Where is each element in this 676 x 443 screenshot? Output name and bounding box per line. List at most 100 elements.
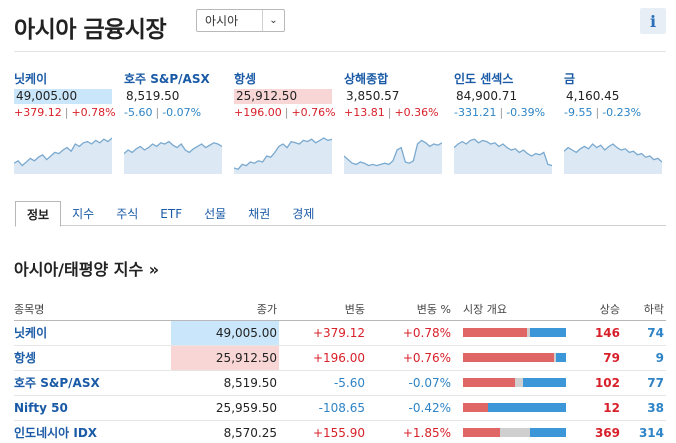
index-name-link[interactable]: 닛케이 <box>14 320 171 346</box>
ticker-card[interactable]: 닛케이 49,005.00 +379.12 | +0.78% <box>14 70 116 180</box>
tab-4[interactable]: 선물 <box>204 207 227 221</box>
ticker-sparkline <box>124 140 222 174</box>
ticker-change-separator: | <box>499 106 504 119</box>
ticker-sparkline <box>234 137 332 174</box>
index-name-link[interactable]: 인도네시아 IDX <box>14 420 171 443</box>
declines-count: 77 <box>622 370 666 396</box>
table-row[interactable]: 호주 S&P/ASX 8,519.50 -5.60 -0.07% 102 77 <box>14 370 666 396</box>
advances-segment <box>463 353 554 362</box>
sparkline-area <box>564 144 662 174</box>
close-value: 8,570.25 <box>171 420 279 443</box>
tab-6[interactable]: 경제 <box>292 207 315 221</box>
col-header-change-pct: 변동 % <box>367 298 453 321</box>
page-header: 아시아 금융시장 아시아 ⌄ i <box>14 8 666 52</box>
ticker-change-pct: -0.39% <box>506 106 546 119</box>
index-name-link[interactable]: 호주 S&P/ASX <box>14 370 171 396</box>
ticker-name[interactable]: 금 <box>564 72 576 86</box>
market-breadth-bar <box>463 353 566 362</box>
ticker-card[interactable]: 항셍 25,912.50 +196.00 | +0.76% <box>234 70 336 180</box>
market-overview-cell <box>453 370 568 396</box>
market-overview-cell <box>453 345 568 371</box>
col-header-market-overview: 시장 개요 <box>453 298 568 321</box>
ticker-price: 4,160.45 <box>566 89 620 103</box>
ticker-card[interactable]: 호주 S&P/ASX 8,519.50 -5.60 | -0.07% <box>124 70 222 180</box>
market-breadth-bar <box>463 328 566 337</box>
ticker-change-separator: | <box>155 106 160 119</box>
section-title-asia-pacific-indices[interactable]: 아시아/태평양 지수 » <box>14 260 160 279</box>
ticker-strip: 닛케이 49,005.00 +379.12 | +0.78% 호주 S&P/ASX 8,51… <box>14 70 666 182</box>
tab-5[interactable]: 채권 <box>248 207 271 221</box>
table-row[interactable]: Nifty 50 25,959.50 -108.65 -0.42% 12 38 <box>14 395 666 421</box>
sparkline-line <box>124 140 222 155</box>
sparkline-line <box>564 143 662 163</box>
change-pct-value: +0.78% <box>367 320 453 346</box>
advances-count: 79 <box>568 345 622 371</box>
declines-count: 74 <box>622 320 666 346</box>
col-header-change: 변동 <box>279 298 367 321</box>
change-value: -108.65 <box>279 395 367 421</box>
ticker-card[interactable]: 인도 센섹스 84,900.71 -331.21 | -0.39% <box>454 70 552 180</box>
sparkline-line <box>14 137 112 167</box>
col-header-advances: 상승 <box>568 298 622 321</box>
table-row[interactable]: 인도네시아 IDX 8,570.25 +155.90 +1.85% 369 314 <box>14 420 666 443</box>
ticker-change-pct: +0.76% <box>291 106 336 119</box>
region-dropdown[interactable]: 아시아 ⌄ <box>196 9 285 32</box>
ticker-change-value: +379.12 <box>14 106 62 119</box>
ticker-change-separator: | <box>64 106 69 119</box>
sparkline-area <box>344 140 442 174</box>
advances-count: 146 <box>568 320 622 346</box>
tab-2[interactable]: 주식 <box>116 207 139 221</box>
change-pct-value: -0.07% <box>367 370 453 396</box>
info-icon[interactable]: i <box>640 8 666 34</box>
ticker-name[interactable]: 닛케이 <box>14 72 48 86</box>
tab-3[interactable]: ETF <box>160 206 183 221</box>
tab-0[interactable]: 정보 <box>15 201 62 227</box>
declines-segment <box>522 378 566 387</box>
sparkline-area <box>454 139 552 174</box>
declines-count: 38 <box>622 395 666 421</box>
ticker-change-separator: | <box>387 106 392 119</box>
ticker-card[interactable]: 금 4,160.45 -9.55 | -0.23% <box>564 70 662 180</box>
ticker-price: 3,850.57 <box>346 89 400 103</box>
ticker-name[interactable]: 상해종합 <box>344 72 389 86</box>
change-value: +379.12 <box>279 320 367 346</box>
index-name-link[interactable]: Nifty 50 <box>14 395 171 421</box>
advances-count: 369 <box>568 420 622 443</box>
change-pct-value: +0.76% <box>367 345 453 371</box>
col-header-close: 종가 <box>171 298 279 321</box>
close-value: 49,005.00 <box>171 320 279 346</box>
ticker-name[interactable]: 호주 S&P/ASX <box>124 72 210 86</box>
close-value: 8,519.50 <box>171 370 279 396</box>
ticker-card[interactable]: 상해종합 3,850.57 +13.81 | +0.36% <box>344 70 442 180</box>
market-breadth-bar <box>463 428 566 437</box>
table-row[interactable]: 항셍 25,912.50 +196.00 +0.76% 79 9 <box>14 345 666 371</box>
ticker-name[interactable]: 항셍 <box>234 72 257 86</box>
tab-bar: 정보 지수 주식 ETF 선물 채권 경제 <box>15 201 666 227</box>
ticker-price: 8,519.50 <box>126 89 180 103</box>
index-name-link[interactable]: 항셍 <box>14 345 171 371</box>
close-value: 25,912.50 <box>171 345 279 371</box>
tab-1[interactable]: 지수 <box>72 207 95 221</box>
declines-count: 314 <box>622 420 666 443</box>
declines-segment <box>487 403 566 412</box>
market-overview-cell <box>453 320 568 346</box>
col-header-name: 종목명 <box>14 298 171 321</box>
market-overview-cell <box>453 420 568 443</box>
declines-count: 9 <box>622 345 666 371</box>
col-header-declines: 하락 <box>622 298 666 321</box>
ticker-change: -331.21 | -0.39% <box>454 106 552 121</box>
ticker-change-separator: | <box>284 106 289 119</box>
ticker-change-pct: +0.36% <box>394 106 439 119</box>
ticker-change-separator: | <box>595 106 600 119</box>
ticker-change: +13.81 | +0.36% <box>344 106 442 121</box>
ticker-price: 49,005.00 <box>14 89 112 104</box>
declines-segment <box>529 328 566 337</box>
ticker-change: +196.00 | +0.76% <box>234 106 336 121</box>
ticker-sparkline <box>454 138 552 174</box>
table-row[interactable]: 닛케이 49,005.00 +379.12 +0.78% 146 74 <box>14 320 666 346</box>
ticker-sparkline <box>14 137 112 174</box>
sparkline-area <box>234 138 332 174</box>
ticker-name[interactable]: 인도 센섹스 <box>454 72 514 86</box>
ticker-price: 25,912.50 <box>234 89 332 104</box>
sparkline-line <box>454 138 552 167</box>
